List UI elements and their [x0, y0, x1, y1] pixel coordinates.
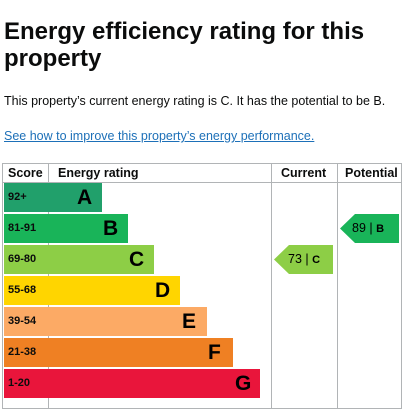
band-bar [48, 245, 154, 274]
band-score: 69-80 [4, 245, 48, 274]
potential-rating-value: 89 [352, 221, 366, 235]
band-row: 69-80 C [3, 245, 401, 274]
energy-rating-header: Energy rating [58, 166, 139, 180]
band-score: 21-38 [4, 338, 48, 367]
band-bar [48, 307, 207, 336]
band-bar [48, 338, 233, 367]
current-rating-letter: C [312, 254, 321, 266]
potential-rating-label: 89 | B [352, 214, 384, 243]
band-bar [48, 214, 128, 243]
page-title: Energy efficiency rating for this proper… [4, 18, 365, 72]
potential-rating-separator: | [369, 221, 373, 235]
band-bar [48, 276, 180, 305]
potential-header: Potential [345, 166, 398, 180]
column-divider [337, 164, 338, 408]
band-row: 39-54 E [3, 307, 401, 336]
band-row: 1-20 G [3, 369, 401, 398]
band-score: 1-20 [4, 369, 48, 398]
band-row: 92+ A [3, 183, 401, 212]
band-letter: G [235, 372, 252, 395]
band-score: 39-54 [4, 307, 48, 336]
current-rating-arrow: 73 | C [274, 245, 333, 274]
header-divider [3, 182, 401, 183]
improve-energy-performance-link[interactable]: See how to improve this property’s energ… [4, 129, 315, 143]
rating-summary: This property’s current energy rating is… [4, 94, 386, 108]
band-letter: D [155, 279, 171, 302]
band-letter: E [182, 310, 197, 333]
band-bar [48, 369, 260, 398]
current-header: Current [281, 166, 327, 180]
energy-rating-table: Score Energy rating Current Potential 92… [2, 163, 402, 409]
current-arrow-shape [274, 245, 333, 274]
column-divider [271, 164, 272, 408]
current-rating-value: 73 [288, 252, 302, 266]
band-score: 81-91 [4, 214, 48, 243]
band-letter: F [208, 341, 221, 364]
band-row: 21-38 F [3, 338, 401, 367]
score-header: Score [8, 166, 43, 180]
potential-rating-letter: B [376, 223, 385, 235]
band-letter: A [77, 186, 93, 209]
band-score: 92+ [4, 183, 48, 212]
current-rating-separator: | [305, 252, 309, 266]
potential-arrow-shape [340, 214, 399, 243]
band-letter: B [103, 217, 119, 240]
band-bar [48, 183, 102, 212]
potential-rating-arrow: 89 | B [340, 214, 399, 243]
current-rating-label: 73 | C [288, 245, 320, 274]
band-row: 81-91 B [3, 214, 401, 243]
band-score: 55-68 [4, 276, 48, 305]
band-letter: C [129, 248, 145, 271]
band-row: 55-68 D [3, 276, 401, 305]
